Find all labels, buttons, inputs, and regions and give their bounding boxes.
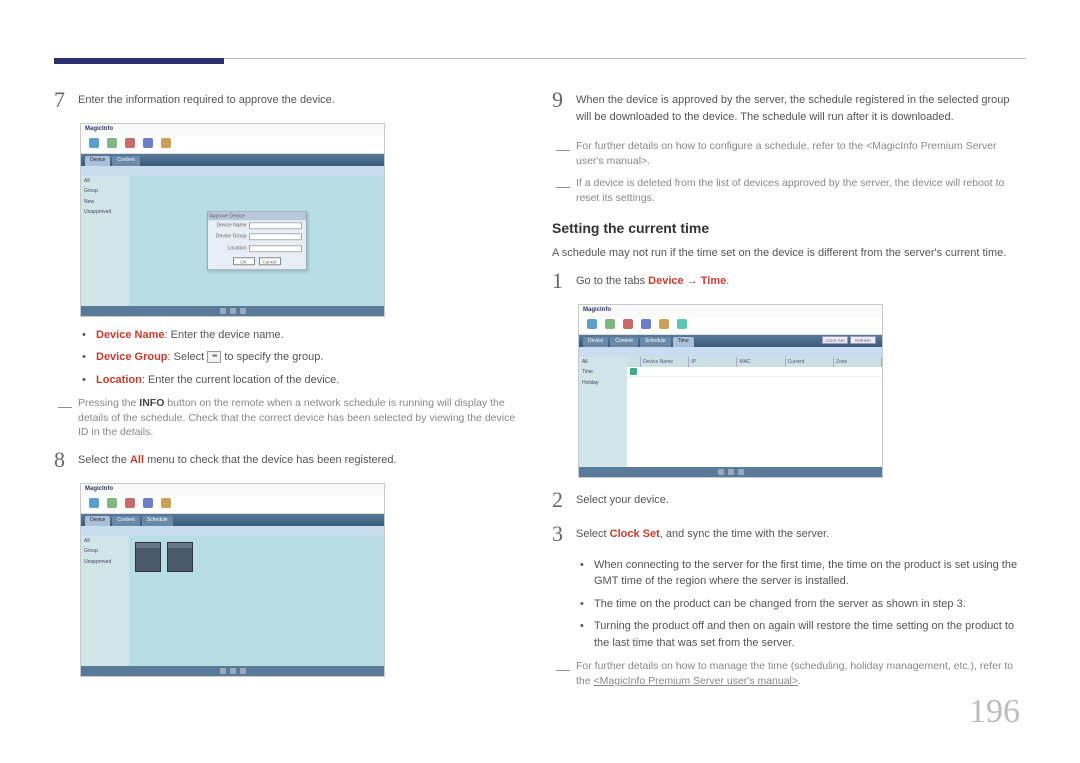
step-number: 1 bbox=[552, 269, 576, 296]
page-number: 196 bbox=[969, 686, 1020, 737]
step-3: 3 Select Clock Set, and sync the time wi… bbox=[552, 522, 1022, 549]
note-final: ― For further details on how to manage t… bbox=[552, 659, 1022, 688]
approve-dialog: Approve Device Device Name Device Group … bbox=[207, 211, 307, 271]
bullet-device-group: Device Group: Select to specify the grou… bbox=[82, 349, 524, 366]
screenshot-device-list: MagicInfo DeviceContentSchedule AllGroup… bbox=[80, 483, 385, 677]
dialog-title: Approve Device bbox=[208, 212, 306, 220]
note-9b-text: If a device is deleted from the list of … bbox=[576, 176, 1022, 205]
shot-logo: MagicInfo bbox=[85, 125, 113, 134]
right-column: 9 When the device is approved by the ser… bbox=[552, 88, 1022, 697]
step-3-text: Select Clock Set, and sync the time with… bbox=[576, 526, 1022, 543]
label-device-name: Device Name bbox=[96, 329, 165, 341]
label-location: Location bbox=[96, 374, 142, 386]
label-device-group: Device Group bbox=[96, 351, 168, 363]
header-accent bbox=[54, 58, 224, 64]
screenshot-device-time: MagicInfo Device Content Schedule Time C… bbox=[578, 304, 883, 478]
dialog-ok-button: OK bbox=[233, 257, 255, 265]
step-2-text: Select your device. bbox=[576, 492, 1022, 509]
step-body: Enter the information required to approv… bbox=[78, 88, 524, 115]
step-8-text: Select the All menu to check that the de… bbox=[78, 452, 524, 469]
note-final-text: For further details on how to manage the… bbox=[576, 659, 1022, 688]
step-1-text: Go to the tabs Device → Time. bbox=[576, 273, 1022, 290]
step-number: 9 bbox=[552, 88, 576, 131]
note-step7: ― Pressing the INFO button on the remote… bbox=[54, 396, 524, 440]
step-3-bullets: When connecting to the server for the fi… bbox=[580, 557, 1022, 652]
step-1: 1 Go to the tabs Device → Time. bbox=[552, 269, 1022, 296]
note-9a: ― For further details on how to configur… bbox=[552, 139, 1022, 168]
step-2: 2 Select your device. bbox=[552, 488, 1022, 515]
ellipsis-icon bbox=[207, 351, 221, 363]
step-9-text: When the device is approved by the serve… bbox=[576, 92, 1022, 125]
bullet-device-name: Device Name: Enter the device name. bbox=[82, 327, 524, 344]
step-number: 7 bbox=[54, 88, 78, 115]
dialog-cancel-button: Cancel bbox=[259, 257, 281, 265]
note-9a-text: For further details on how to configure … bbox=[576, 139, 1022, 168]
section-intro: A schedule may not run if the time set o… bbox=[552, 245, 1022, 262]
bullet-restore-time: Turning the product off and then on agai… bbox=[580, 618, 1022, 651]
left-column: 7 Enter the information required to appr… bbox=[54, 88, 524, 687]
note-7-text: Pressing the INFO button on the remote w… bbox=[78, 396, 524, 440]
step-body: Go to the tabs Device → Time. bbox=[576, 269, 1022, 296]
step-number: 8 bbox=[54, 448, 78, 475]
step-number: 3 bbox=[552, 522, 576, 549]
step-7-text: Enter the information required to approv… bbox=[78, 92, 524, 109]
section-heading-setting-time: Setting the current time bbox=[552, 218, 1022, 239]
step-7-bullets: Device Name: Enter the device name. Devi… bbox=[82, 327, 524, 389]
bullet-location: Location: Enter the current location of … bbox=[82, 372, 524, 389]
bullet-gmt: When connecting to the server for the fi… bbox=[580, 557, 1022, 590]
step-8: 8 Select the All menu to check that the … bbox=[54, 448, 524, 475]
step-7: 7 Enter the information required to appr… bbox=[54, 88, 524, 115]
step-number: 2 bbox=[552, 488, 576, 515]
step-body: When the device is approved by the serve… bbox=[576, 88, 1022, 131]
bullet-change-time: The time on the product can be changed f… bbox=[580, 596, 1022, 613]
note-9b: ― If a device is deleted from the list o… bbox=[552, 176, 1022, 205]
screenshot-approve-device: MagicInfo DeviceContent AllGroupNewUnapp… bbox=[80, 123, 385, 317]
step-9: 9 When the device is approved by the ser… bbox=[552, 88, 1022, 131]
step-body: Select the All menu to check that the de… bbox=[78, 448, 524, 475]
